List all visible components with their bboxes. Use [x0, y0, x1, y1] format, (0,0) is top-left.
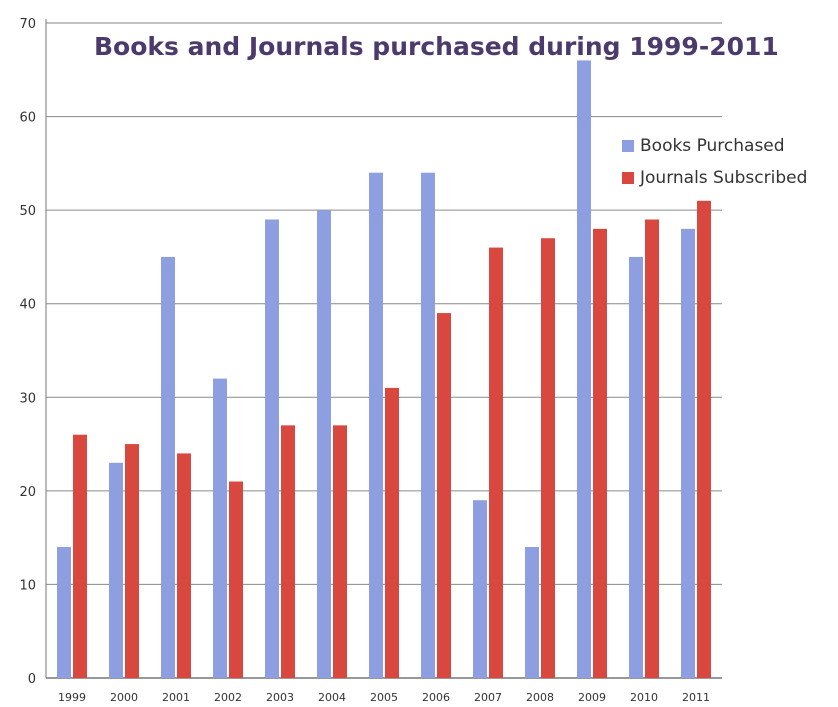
bar-books-2003: [265, 219, 279, 678]
y-tick-label-60: 60: [19, 111, 36, 126]
bar-journals-2006: [437, 313, 451, 678]
axes: [45, 19, 722, 679]
x-tick-label-2001: 2001: [162, 691, 190, 704]
x-tick-label-2005: 2005: [370, 691, 398, 704]
bar-journals-2011: [697, 200, 711, 679]
x-tick-label-2011: 2011: [682, 691, 710, 704]
bar-books-2000: [109, 462, 123, 678]
bar-books-2011: [681, 228, 695, 678]
x-tick-label-2003: 2003: [266, 691, 294, 704]
bar-books-2008: [525, 547, 539, 678]
x-tick-label-2000: 2000: [110, 691, 138, 704]
y-tick-label-10: 10: [19, 578, 36, 593]
legend: Books Purchased Journals Subscribed: [622, 130, 807, 194]
legend-swatch-journals: [622, 172, 634, 184]
legend-label-books: Books Purchased: [640, 136, 785, 156]
bar-journals-2008: [541, 238, 555, 678]
bar-journals-2007: [489, 247, 503, 679]
x-tick-label-2010: 2010: [630, 691, 658, 704]
bar-journals-2010: [645, 219, 659, 678]
chart-title: Books and Journals purchased during 1999…: [94, 32, 779, 61]
gridlines: [46, 22, 722, 585]
bar-journals-2004: [333, 425, 347, 678]
bar-books-2001: [161, 256, 175, 678]
x-tick-label-2007: 2007: [474, 691, 502, 704]
bar-journals-2003: [281, 425, 295, 678]
legend-label-journals: Journals Subscribed: [640, 168, 808, 188]
y-tick-label-20: 20: [19, 485, 36, 500]
legend-item-books: Books Purchased: [622, 130, 807, 162]
y-tick-label-0: 0: [28, 672, 36, 687]
y-tick-label-70: 70: [19, 17, 36, 32]
legend-swatch-books: [622, 140, 634, 152]
bar-journals-2002: [229, 481, 243, 678]
bar-books-2002: [213, 378, 227, 678]
x-tick-label-2006: 2006: [422, 691, 450, 704]
y-tick-label-40: 40: [19, 298, 36, 313]
x-tick-label-2009: 2009: [578, 691, 606, 704]
bar-journals-2009: [593, 228, 607, 678]
bar-books-2004: [317, 210, 331, 678]
bar-journals-2005: [385, 387, 399, 678]
bar-books-2009: [577, 60, 591, 678]
bar-journals-2001: [177, 453, 191, 678]
bar-books-2007: [473, 500, 487, 678]
y-tick-label-50: 50: [19, 204, 36, 219]
x-tick-label-2004: 2004: [318, 691, 346, 704]
bar-books-2005: [369, 172, 383, 678]
bar-books-1999: [57, 547, 71, 678]
bars: [57, 60, 711, 679]
bar-books-2006: [421, 172, 435, 678]
legend-item-journals: Journals Subscribed: [622, 162, 807, 194]
x-tick-label-1999: 1999: [58, 691, 86, 704]
x-tick-label-2008: 2008: [526, 691, 554, 704]
bar-books-2010: [629, 256, 643, 678]
bar-journals-2000: [125, 444, 139, 678]
tick-labels: 0 10 20 30 40 50 60 70 1999 2000 2001 2002 2003 2004 2…: [19, 17, 710, 704]
y-tick-label-30: 30: [19, 391, 36, 406]
bar-journals-1999: [73, 434, 87, 678]
x-tick-label-2002: 2002: [214, 691, 242, 704]
